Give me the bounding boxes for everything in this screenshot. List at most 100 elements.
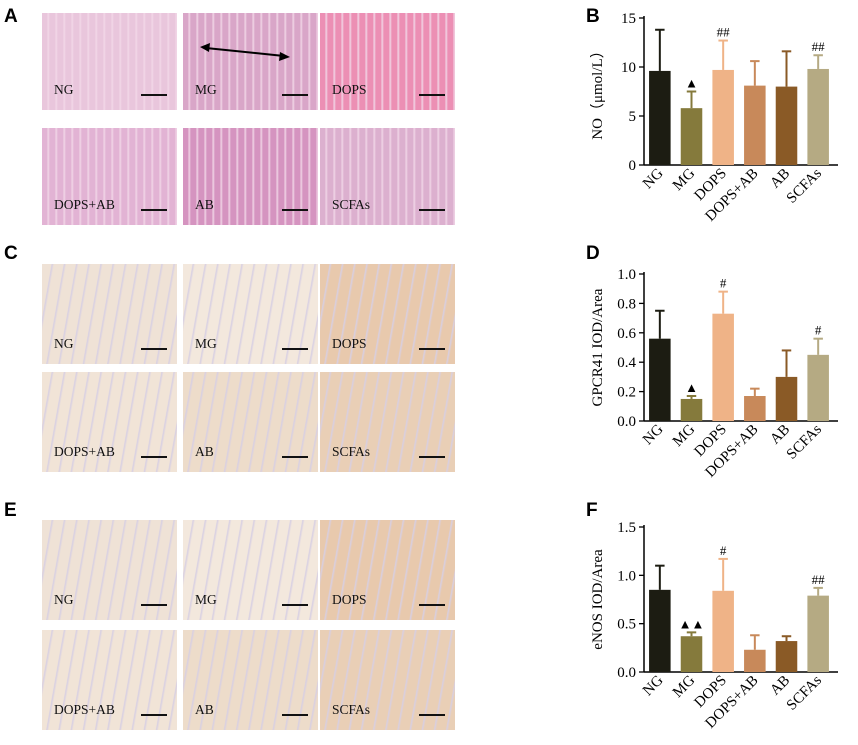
y-tick-label: 5 (629, 109, 637, 125)
panel-letter-a: A (4, 6, 18, 27)
micrograph-scfas: SCFAs (320, 630, 455, 730)
bar-scfas (807, 68, 829, 165)
panel-letter-c: C (4, 243, 18, 264)
y-axis-label: eNOS IOD/Area (590, 549, 606, 650)
micrograph-dops-ab: DOPS+AB (42, 630, 177, 730)
bar-scfas (807, 354, 829, 421)
scale-bar (282, 209, 308, 211)
bar-dops (712, 590, 734, 672)
scale-bar (419, 456, 445, 458)
category-label: NG (640, 165, 667, 192)
micrograph-label: SCFAs (332, 702, 371, 717)
significance-mark: ## (717, 25, 731, 40)
micrograph-label: DOPS (332, 82, 367, 97)
bar-dops-ab (744, 85, 766, 165)
micrograph-ab: AB (183, 128, 318, 225)
micrograph-ng: NG (42, 13, 177, 110)
micrograph-label: AB (195, 444, 214, 459)
scale-bar (282, 604, 308, 606)
micrograph-scfas: SCFAs (320, 372, 455, 472)
micrograph-dops: DOPS (320, 520, 455, 620)
micrograph-ab: AB (183, 630, 318, 730)
scale-bar (282, 94, 308, 96)
micrograph-label: NG (54, 82, 74, 97)
significance-mark: ▲▲ (679, 616, 705, 631)
category-label: AB (767, 673, 793, 699)
panel-letter-f: F (586, 500, 598, 521)
scale-bar (282, 714, 308, 716)
bar-scfas (807, 595, 829, 672)
y-axis-label: GPCR41 IOD/Area (590, 288, 606, 406)
micrograph-ab: AB (183, 372, 318, 472)
panel-letter-e: E (4, 500, 17, 521)
category-label: NG (640, 421, 667, 448)
category-label: AB (767, 422, 793, 448)
micrograph-label: DOPS (332, 592, 367, 607)
bar-ab (775, 376, 798, 421)
measurement-arrow (200, 43, 290, 61)
scale-bar (419, 604, 445, 606)
y-tick-label: 1.5 (617, 520, 636, 536)
bar-dops-ab (744, 649, 766, 672)
bar-ab (775, 641, 798, 672)
micrograph-dops-ab: DOPS+AB (42, 372, 177, 472)
scale-bar (282, 348, 308, 350)
scale-bar (419, 714, 445, 716)
scale-bar (141, 94, 167, 96)
scale-bar (419, 209, 445, 211)
micrograph-label: MG (195, 336, 217, 351)
micrograph-label: DOPS (332, 336, 367, 351)
micrograph-label: MG (195, 82, 217, 97)
micrograph-ng: NG (42, 520, 177, 620)
significance-mark: # (815, 323, 822, 338)
bar-dops (712, 313, 734, 421)
y-tick-label: 15 (621, 11, 636, 27)
y-tick-label: 1.0 (617, 568, 636, 584)
micrograph-label: DOPS+AB (54, 444, 115, 459)
panel-letter-d: D (586, 243, 600, 264)
y-tick-label: 0.6 (617, 326, 636, 342)
significance-mark: # (720, 543, 727, 558)
micrograph-label: NG (54, 336, 74, 351)
panel-letter-b: B (586, 6, 600, 27)
micrograph-label: AB (195, 197, 214, 212)
scale-bar (282, 456, 308, 458)
micrograph-scfas: SCFAs (320, 128, 455, 225)
bar-mg (680, 108, 703, 165)
micrograph-mg: MG (183, 13, 318, 110)
scale-bar (141, 714, 167, 716)
micrograph-mg: MG (183, 264, 318, 364)
bar-mg (680, 636, 703, 672)
micrograph-label: SCFAs (332, 197, 371, 212)
scale-bar (141, 604, 167, 606)
micrograph-label: DOPS+AB (54, 197, 115, 212)
micrograph-label: DOPS+AB (54, 702, 115, 717)
bar-ng (649, 338, 671, 421)
category-label: SCFAs (784, 165, 825, 206)
scale-bar (419, 94, 445, 96)
scale-bar (141, 456, 167, 458)
y-tick-label: 0.0 (617, 665, 636, 681)
category-label: AB (767, 166, 793, 192)
bar-ng (649, 70, 671, 165)
micrograph-label: MG (195, 592, 217, 607)
bar-dops-ab (744, 396, 766, 421)
micrograph-label: AB (195, 702, 214, 717)
category-label: SCFAs (784, 421, 825, 462)
significance-mark: ## (812, 572, 826, 587)
y-axis-label: NO（μmol/L） (590, 43, 606, 139)
micrograph-dops: DOPS (320, 13, 455, 110)
y-tick-label: 10 (621, 60, 636, 76)
y-tick-label: 0.2 (617, 385, 636, 401)
y-tick-label: 1.0 (617, 267, 636, 283)
bar-mg (680, 398, 703, 421)
y-tick-label: 0.5 (617, 617, 636, 633)
scale-bar (141, 209, 167, 211)
micrograph-label: SCFAs (332, 444, 371, 459)
bar-dops (712, 69, 734, 165)
y-tick-label: 0.4 (617, 355, 636, 371)
category-label: SCFAs (784, 672, 825, 713)
y-tick-label: 0.0 (617, 414, 636, 430)
